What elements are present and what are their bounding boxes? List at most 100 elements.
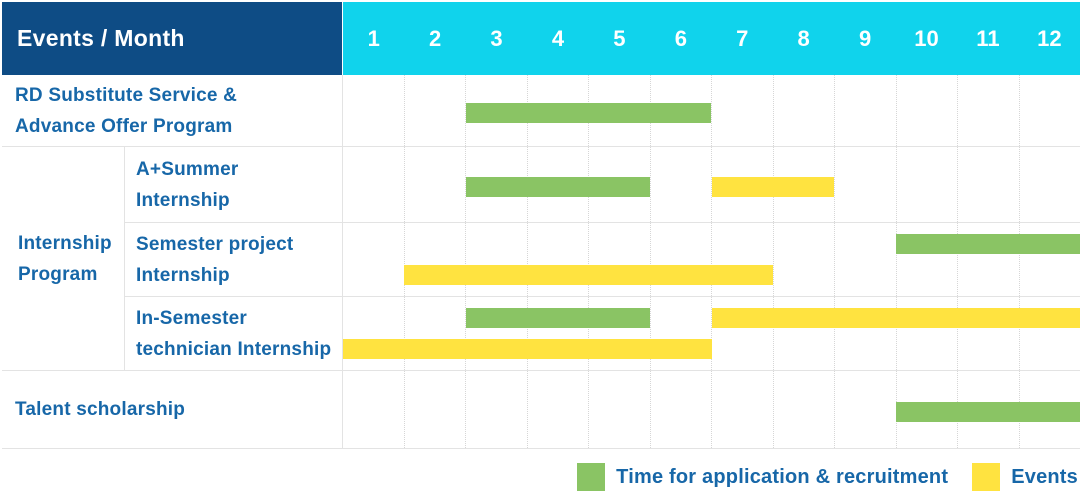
header-title: Events / Month bbox=[17, 25, 185, 51]
month-grid-cell bbox=[895, 147, 958, 222]
month-grid-cell bbox=[834, 371, 896, 448]
row-label-line: RD Substitute Service & bbox=[15, 84, 238, 106]
month-grid-cell bbox=[1018, 147, 1080, 222]
gantt-track-a-plus-summer-internship bbox=[342, 147, 1080, 223]
gantt-track-talent-scholarship bbox=[342, 371, 1080, 449]
month-grid-cell bbox=[526, 297, 589, 370]
month-grid-cell bbox=[957, 223, 1019, 296]
month-grid-cell bbox=[711, 297, 773, 370]
month-grid-cell bbox=[343, 223, 404, 296]
month-grid-cell bbox=[649, 223, 712, 296]
row-label-line: Semester project bbox=[136, 233, 294, 255]
month-grid-cell bbox=[772, 297, 835, 370]
month-grid-cell bbox=[834, 75, 896, 146]
month-header-6: 6 bbox=[674, 25, 687, 51]
gantt-table: Events / Month 1 2 3 4 5 6 7 8 9 10 11 12 RD Substi… bbox=[2, 2, 1080, 449]
month-grid-cell bbox=[465, 371, 527, 448]
month-header-cells: 1 2 3 4 5 6 7 8 9 10 11 12 bbox=[343, 2, 1080, 75]
month-grid-cell bbox=[403, 371, 466, 448]
month-header-5: 5 bbox=[613, 25, 626, 51]
month-grid-cell bbox=[772, 371, 835, 448]
gantt-bar-recruitment bbox=[895, 234, 1080, 254]
month-grid-cell bbox=[526, 223, 589, 296]
row-label-talent-scholarship: Talent scholarship bbox=[2, 371, 342, 449]
gantt-track-rd-substitute bbox=[342, 75, 1080, 147]
month-grid-cell bbox=[772, 75, 835, 146]
gantt-bar-recruitment bbox=[465, 102, 712, 123]
gantt-bar-event bbox=[711, 176, 835, 197]
month-grid-cell bbox=[343, 371, 404, 448]
month-grid-cell bbox=[957, 297, 1019, 370]
row-label-line: technician Internship bbox=[136, 338, 332, 360]
month-grid-cell bbox=[465, 75, 527, 146]
month-grid-cell bbox=[711, 371, 773, 448]
legend: Time for application & recruitment Events bbox=[577, 463, 1078, 491]
month-grid-cell bbox=[1018, 223, 1080, 296]
month-grid-cell bbox=[834, 297, 896, 370]
header-corner-cell: Events / Month bbox=[2, 2, 342, 75]
month-grid-cell bbox=[588, 371, 650, 448]
group-label-internship-program: Internship Program bbox=[2, 147, 124, 371]
month-grid-cell bbox=[649, 371, 712, 448]
legend-label-recruitment: Time for application & recruitment bbox=[616, 465, 949, 488]
gantt-track-in-semester-technician-internship bbox=[342, 297, 1080, 371]
legend-item-event: Events bbox=[972, 463, 1078, 491]
month-grid-cell bbox=[649, 147, 712, 222]
month-header-8: 8 bbox=[797, 25, 810, 51]
gantt-bar-recruitment bbox=[465, 308, 651, 328]
row-label-line: Talent scholarship bbox=[15, 399, 186, 420]
legend-label-event: Events bbox=[1011, 465, 1078, 488]
month-grid-cell bbox=[526, 371, 589, 448]
month-grid-cell bbox=[711, 223, 773, 296]
month-grid-cell bbox=[772, 223, 835, 296]
month-grid-cell bbox=[403, 297, 466, 370]
legend-swatch-recruitment bbox=[577, 463, 606, 491]
month-grid-cell bbox=[895, 297, 958, 370]
gantt-bar-event bbox=[711, 308, 1080, 328]
month-header-4: 4 bbox=[551, 25, 565, 51]
month-grid-cell bbox=[957, 75, 1019, 146]
month-grid-cell bbox=[834, 147, 896, 222]
month-grid-cell bbox=[403, 147, 466, 222]
row-label-line: Program bbox=[18, 263, 98, 285]
table-body: RD Substitute Service & Advance Offer Pro… bbox=[2, 75, 1080, 449]
row-label-line: Internship bbox=[18, 232, 112, 254]
month-grid-cell bbox=[403, 75, 466, 146]
month-grid-cell bbox=[343, 75, 404, 146]
month-header-1: 1 bbox=[367, 25, 380, 51]
month-grid-cell bbox=[588, 297, 650, 370]
month-grid-cell bbox=[588, 223, 650, 296]
month-grid-cell bbox=[957, 147, 1019, 222]
month-grid-cell bbox=[343, 147, 404, 222]
month-grid-cell bbox=[711, 147, 773, 222]
legend-swatch-event bbox=[972, 463, 1001, 491]
gantt-bar-event bbox=[343, 339, 712, 359]
month-grid-cell bbox=[895, 75, 958, 146]
month-grid-cell bbox=[465, 223, 527, 296]
row-label-line: Internship bbox=[136, 264, 230, 286]
month-grid-cell bbox=[1018, 297, 1080, 370]
header-row: Events / Month 1 2 3 4 5 6 7 8 9 10 11 12 bbox=[2, 2, 1080, 75]
row-label-rd-substitute: RD Substitute Service & Advance Offer Pro… bbox=[2, 75, 342, 147]
gantt-bar-event bbox=[404, 265, 773, 285]
month-grid-cell bbox=[403, 223, 466, 296]
row-label-a-plus-summer-internship: A+Summer Internship bbox=[124, 147, 342, 223]
month-header-11: 11 bbox=[976, 25, 1000, 51]
row-label-line: In-Semester bbox=[136, 307, 247, 329]
month-header-9: 9 bbox=[858, 25, 872, 51]
gantt-bar-recruitment bbox=[465, 176, 651, 197]
legend-item-recruitment: Time for application & recruitment bbox=[577, 463, 948, 491]
row-label-in-semester-technician-internship: In-Semester technician Internship bbox=[124, 297, 342, 371]
gantt-bar-recruitment bbox=[895, 401, 1080, 422]
month-header-2: 2 bbox=[429, 25, 442, 51]
row-label-line: A+Summer bbox=[136, 158, 239, 180]
month-header-7: 7 bbox=[736, 25, 749, 51]
gantt-track-semester-project-internship bbox=[342, 223, 1080, 297]
month-grid-cell bbox=[465, 297, 527, 370]
month-header-12: 12 bbox=[1037, 25, 1062, 51]
month-header-3: 3 bbox=[490, 25, 503, 51]
month-grid-cell bbox=[649, 297, 712, 370]
month-header-10: 10 bbox=[914, 25, 939, 51]
month-grid-cell bbox=[343, 297, 404, 370]
row-label-line: Internship bbox=[136, 189, 230, 211]
